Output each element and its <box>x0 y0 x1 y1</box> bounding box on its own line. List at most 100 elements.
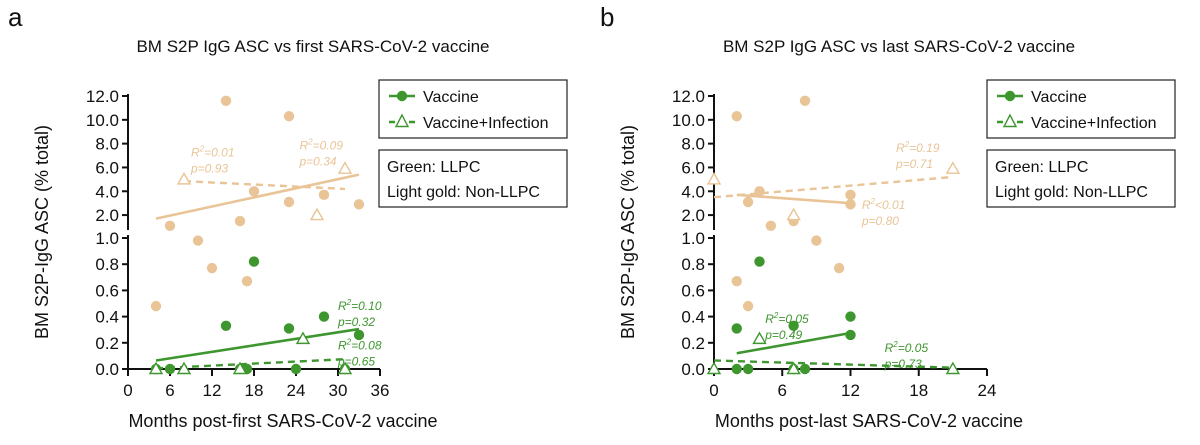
r-letter: R <box>338 299 347 313</box>
y-tick-label: 1.0 <box>95 229 119 248</box>
data-point-gold-vaccine-infection <box>309 207 325 221</box>
y-axis-label: BM S2P-IgG ASC (% total) <box>32 125 52 339</box>
p-value-label: p=0.80 <box>861 214 899 228</box>
data-point-green-vaccine <box>290 363 302 375</box>
y-tick-label: 0.4 <box>95 308 119 327</box>
data-point-green-vaccine <box>248 256 260 267</box>
r-squared-value: =0.08 <box>351 338 382 352</box>
fit-line-green-solid <box>155 327 360 362</box>
r-squared-value: =0.05 <box>778 312 809 326</box>
panel-letter: a <box>8 2 23 32</box>
y-tick-label: 0.2 <box>95 334 119 353</box>
data-point-gold-vaccine <box>164 220 176 232</box>
data-point-gold-vaccine <box>799 95 811 106</box>
data-point-green-vaccine <box>754 256 765 267</box>
data-point-gold-vaccine-infection <box>337 161 353 174</box>
superscript-2: 2 <box>307 138 313 147</box>
y-tick-label: 6.0 <box>95 158 119 177</box>
y-axis-label: BM S2P-IgG ASC (% total) <box>618 125 638 339</box>
data-point-green-vaccine <box>731 323 742 334</box>
data-point-green-vaccine-infection <box>148 361 164 375</box>
superscript-2: 2 <box>892 340 898 349</box>
x-tick-label: 36 <box>371 381 390 400</box>
data-point-green-vaccine-infection <box>706 361 722 375</box>
r-squared-label: R2=0.01 <box>191 145 235 160</box>
x-tick-label: 30 <box>329 381 348 400</box>
fit-line-green-dashed <box>155 357 346 370</box>
x-tick-label: 18 <box>909 381 928 400</box>
r-letter: R <box>191 146 200 160</box>
superscript-2: 2 <box>904 140 910 149</box>
data-point-gold-vaccine-infection <box>786 207 801 221</box>
color-key-box <box>378 149 568 208</box>
data-point-gold-vaccine <box>731 276 742 287</box>
data-point-green-vaccine-infection <box>337 361 353 375</box>
r-squared-label: R2=0.19 <box>896 140 940 155</box>
y-tick-label: 12.0 <box>672 87 705 106</box>
data-point-green-vaccine <box>845 329 856 341</box>
data-point-green-vaccine <box>845 311 856 322</box>
y-tick-label: 0.0 <box>95 360 119 379</box>
r-squared-label: R2=0.10 <box>338 298 382 313</box>
fit-line-gold-solid <box>736 193 851 205</box>
data-point-green-vaccine <box>353 329 365 341</box>
data-point-gold-vaccine <box>742 300 754 312</box>
data-point-gold-vaccine <box>731 111 742 122</box>
x-tick-label: 18 <box>245 381 264 400</box>
y-tick-label: 4.0 <box>681 182 705 201</box>
data-point-gold-vaccine-infection <box>706 171 722 185</box>
y-tick-label: 12.0 <box>86 87 119 106</box>
x-tick-label: 0 <box>123 381 132 400</box>
legend-box <box>378 79 568 139</box>
data-point-gold-vaccine <box>192 235 204 246</box>
legend-label-vaccine-infection: Vaccine+Infection <box>1031 115 1157 132</box>
panel-letter: b <box>600 2 614 32</box>
x-tick-label: 12 <box>841 381 860 400</box>
data-point-green-vaccine-infection <box>232 361 248 375</box>
legend-circle-marker <box>396 90 408 102</box>
x-tick-label: 24 <box>287 381 306 400</box>
p-value-label: p=0.71 <box>895 157 933 171</box>
x-tick-label: 24 <box>978 381 997 400</box>
data-point-gold-vaccine <box>248 186 260 197</box>
fit-line-green-dashed <box>713 359 953 369</box>
y-tick-label: 4.0 <box>95 182 119 201</box>
y-tick-label: 0.8 <box>681 255 705 274</box>
color-key-green: Green: LLPC <box>387 159 480 176</box>
r-squared-value: =0.05 <box>898 341 929 355</box>
data-point-gold-vaccine <box>220 95 232 106</box>
r-squared-value: =0.19 <box>909 141 940 155</box>
color-key: Green: LLPC Light gold: Non-LLPC <box>986 149 1176 208</box>
chart-title: BM S2P IgG ASC vs last SARS-CoV-2 vaccin… <box>723 37 1075 56</box>
data-point-gold-vaccine-infection <box>945 161 961 174</box>
fit-line-gold-dashed <box>183 179 346 191</box>
data-point-gold-vaccine <box>811 235 822 246</box>
legend: Vaccine Vaccine+Infection <box>378 79 568 139</box>
data-point-gold-vaccine <box>742 196 754 208</box>
r-squared-value: <0.01 <box>875 198 905 212</box>
x-tick-label: 6 <box>165 381 174 400</box>
data-point-green-vaccine <box>283 323 295 334</box>
data-point-gold-vaccine <box>206 262 218 274</box>
legend-label-vaccine: Vaccine <box>423 89 479 106</box>
r-squared-value: =0.01 <box>204 146 234 160</box>
color-key-gold: Light gold: Non-LLPC <box>387 184 540 201</box>
data-point-green-vaccine-infection <box>176 361 192 375</box>
x-axis-label: Months post-first SARS-CoV-2 vaccine <box>128 411 437 431</box>
y-tick-label: 1.0 <box>681 229 705 248</box>
superscript-2: 2 <box>346 337 352 346</box>
y-tick-label: 0.8 <box>95 255 119 274</box>
y-tick-label: 0.4 <box>681 308 705 327</box>
data-point-gold-vaccine <box>283 111 295 122</box>
data-point-green-vaccine <box>799 363 811 375</box>
panel-b: b BM S2P IgG ASC vs last SARS-CoV-2 vacci… <box>600 2 1176 431</box>
data-point-gold-vaccine <box>283 196 295 208</box>
p-value-label: p=0.34 <box>299 155 337 169</box>
y-tick-label: 2.0 <box>681 206 705 225</box>
data-point-gold-vaccine <box>241 276 253 287</box>
data-point-green-vaccine-infection <box>295 331 311 345</box>
data-point-gold-vaccine <box>833 262 845 274</box>
r-squared-label: R2=0.05 <box>885 340 929 355</box>
fit-line-gold-solid <box>155 173 360 220</box>
